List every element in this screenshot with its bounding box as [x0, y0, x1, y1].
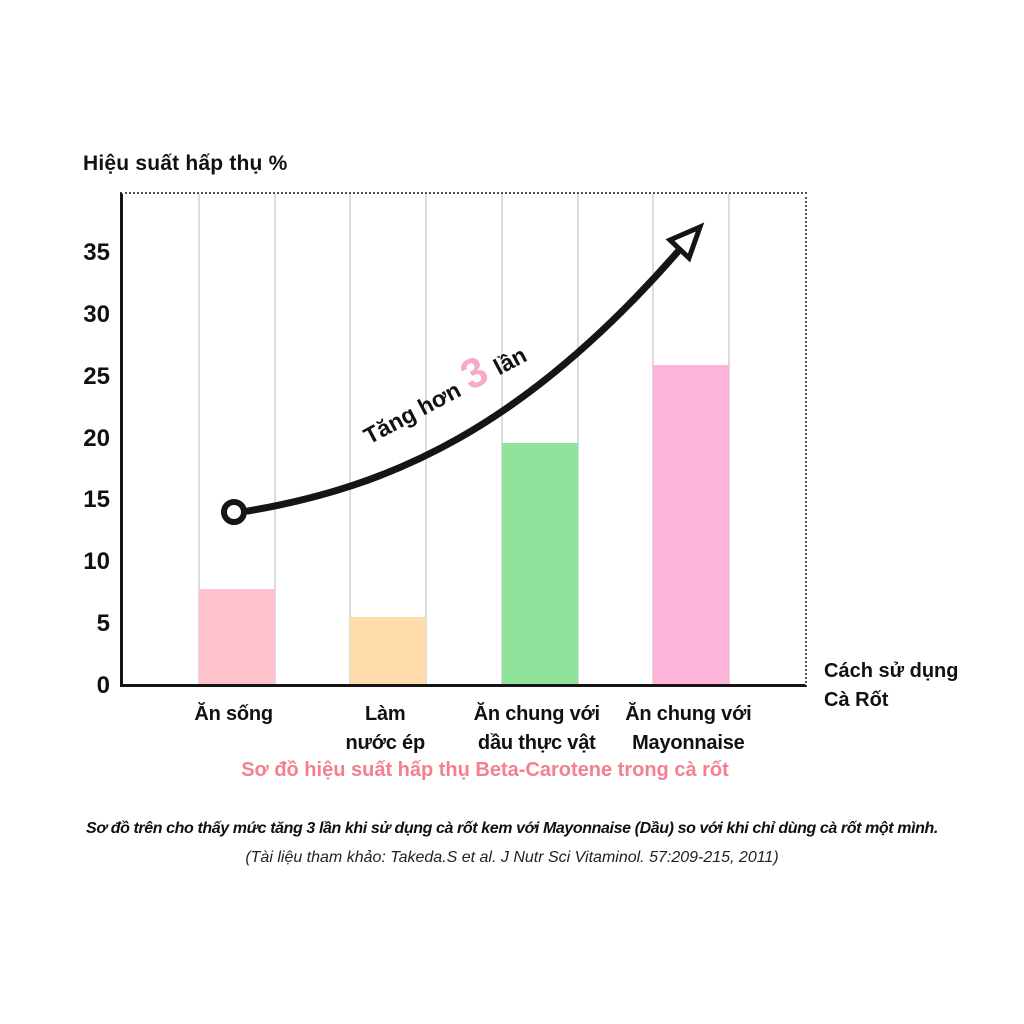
- y-axis-tick-label-0: 0: [96, 672, 110, 699]
- chart-bar-2: [350, 617, 427, 684]
- chart-bar-3: [501, 442, 578, 684]
- y-axis-tick-label-5: 5: [96, 610, 110, 638]
- plot-column-gridline: [349, 194, 352, 684]
- chart-bar-1: [198, 588, 275, 684]
- x-axis-category-label-line: Làm: [364, 703, 406, 725]
- footnote-text: Sơ đồ trên cho thấy mức tăng 3 lần khi s…: [86, 820, 938, 837]
- plot-column-gridline: [425, 194, 428, 684]
- y-axis-tick-label-30: 30: [83, 300, 110, 328]
- x-axis-category-label-line: nước ép: [345, 732, 425, 754]
- x-axis-category-label-4: Ăn chung với Mayonnaise: [583, 700, 793, 758]
- x-axis-category-label-1: Ăn sống: [129, 700, 339, 729]
- x-axis-category-label-line: Ăn chung với: [473, 703, 600, 725]
- reference-citation: (Tài liệu tham khảo: Takeda.S et al. J N…: [245, 849, 779, 866]
- x-axis-category-label-line: Mayonnaise: [632, 732, 745, 754]
- x-axis-title-line2: Cà Rốt: [824, 689, 889, 711]
- plot-area: [120, 192, 807, 687]
- y-axis-tick-label-25: 25: [83, 362, 110, 390]
- y-axis-tick-label-10: 10: [83, 548, 110, 576]
- x-axis-category-label-line: Ăn sống: [194, 703, 273, 725]
- y-axis-tick-label-35: 35: [83, 238, 110, 266]
- x-axis-category-label-2: Làm nước ép: [280, 700, 490, 758]
- x-axis-title: Cách sử dụng Cà Rốt: [824, 657, 959, 715]
- y-axis-title: Hiệu suất hấp thụ %: [83, 152, 288, 175]
- chart-caption: Sơ đồ hiệu suất hấp thụ Beta-Carotene tr…: [241, 759, 729, 781]
- y-axis-tick-label-20: 20: [83, 424, 110, 452]
- x-axis-title-line1: Cách sử dụng: [824, 660, 959, 682]
- x-axis-category-label-line: dầu thực vật: [477, 732, 596, 754]
- plot-column-gridline: [197, 194, 200, 684]
- x-axis-category-label-3: Ăn chung với dầu thực vật: [432, 700, 642, 758]
- y-axis-tick-label-15: 15: [83, 486, 110, 514]
- plot-column-gridline: [728, 194, 731, 684]
- x-axis-category-label-line: Ăn chung với: [625, 703, 752, 725]
- chart-bar-4: [653, 364, 730, 684]
